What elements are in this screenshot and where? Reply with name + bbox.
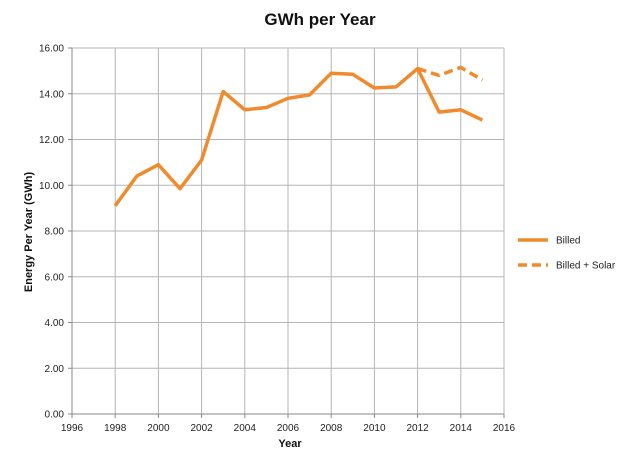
x-tick-label: 2000 <box>147 423 170 434</box>
y-tick-label: 8.00 <box>45 227 65 238</box>
x-tick-label: 2012 <box>406 423 429 434</box>
legend-label-billed-solar: Billed + Solar <box>556 261 616 272</box>
x-tick-label: 2014 <box>450 423 473 434</box>
series-line-billed <box>113 66 484 207</box>
x-tick-label: 2006 <box>277 423 300 434</box>
y-tick-label: 14.00 <box>39 89 64 100</box>
x-tick-label: 2008 <box>320 423 343 434</box>
y-tick-label: 0.00 <box>45 410 65 421</box>
x-axis-label: Year <box>278 438 302 450</box>
series-line-billed-solar <box>417 65 484 82</box>
x-tick-label: 2004 <box>234 423 257 434</box>
chart-title: GWh per Year <box>264 10 376 29</box>
y-tick-label: 4.00 <box>45 318 65 329</box>
x-tick-label: 2002 <box>190 423 213 434</box>
y-tick-label: 12.00 <box>39 135 64 146</box>
x-tick-label: 2010 <box>363 423 386 434</box>
y-tick-label: 2.00 <box>45 364 65 375</box>
legend-label-billed: Billed <box>556 236 580 247</box>
y-tick-label: 16.00 <box>39 44 64 55</box>
x-tick-label: 1998 <box>104 423 127 434</box>
x-tick-label: 1996 <box>61 423 84 434</box>
y-tick-label: 10.00 <box>39 181 64 192</box>
y-tick-label: 6.00 <box>45 272 65 283</box>
x-tick-label: 2016 <box>493 423 516 434</box>
